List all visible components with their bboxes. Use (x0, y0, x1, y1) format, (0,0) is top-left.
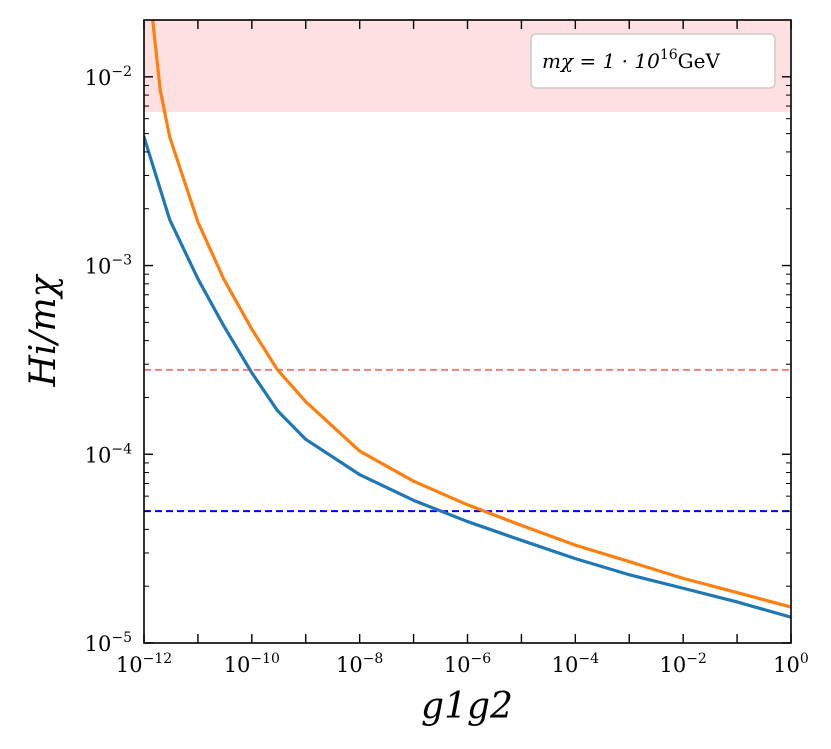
x-tick-label: 10−8 (336, 651, 383, 677)
x-tick-label: 10−6 (444, 651, 491, 677)
y-tick-label: 10−5 (85, 630, 132, 656)
x-tick-label: 10−4 (552, 651, 599, 677)
y-axis-label: Hi/mχ (23, 273, 64, 387)
ticks-layer: 10−12 10−10 10−8 10−6 10−4 10−2 100 10−5 10−4 10−… (85, 19, 809, 677)
plot-frame (143, 19, 792, 644)
legend-frame (530, 33, 776, 89)
y-tick-label: 10−3 (85, 253, 132, 279)
series-line-2 (151, 20, 791, 609)
x-axis-label: g1g2 (421, 686, 513, 727)
series-line-1 (144, 135, 791, 619)
legend-box: mχ = 1 · 1016GeV (530, 33, 776, 89)
y-tick-label: 10−4 (85, 441, 132, 467)
x-tick-label: 10−12 (116, 651, 172, 677)
x-tick-label: 100 (773, 651, 809, 677)
x-tick-label: 10−2 (659, 651, 706, 677)
reference-lines-layer (144, 368, 791, 513)
series-layer (144, 20, 791, 619)
legend-label: mχ = 1 · 1016GeV (542, 47, 720, 73)
y-tick-label: 10−2 (85, 64, 132, 90)
x-tick-label: 10−10 (224, 651, 280, 677)
